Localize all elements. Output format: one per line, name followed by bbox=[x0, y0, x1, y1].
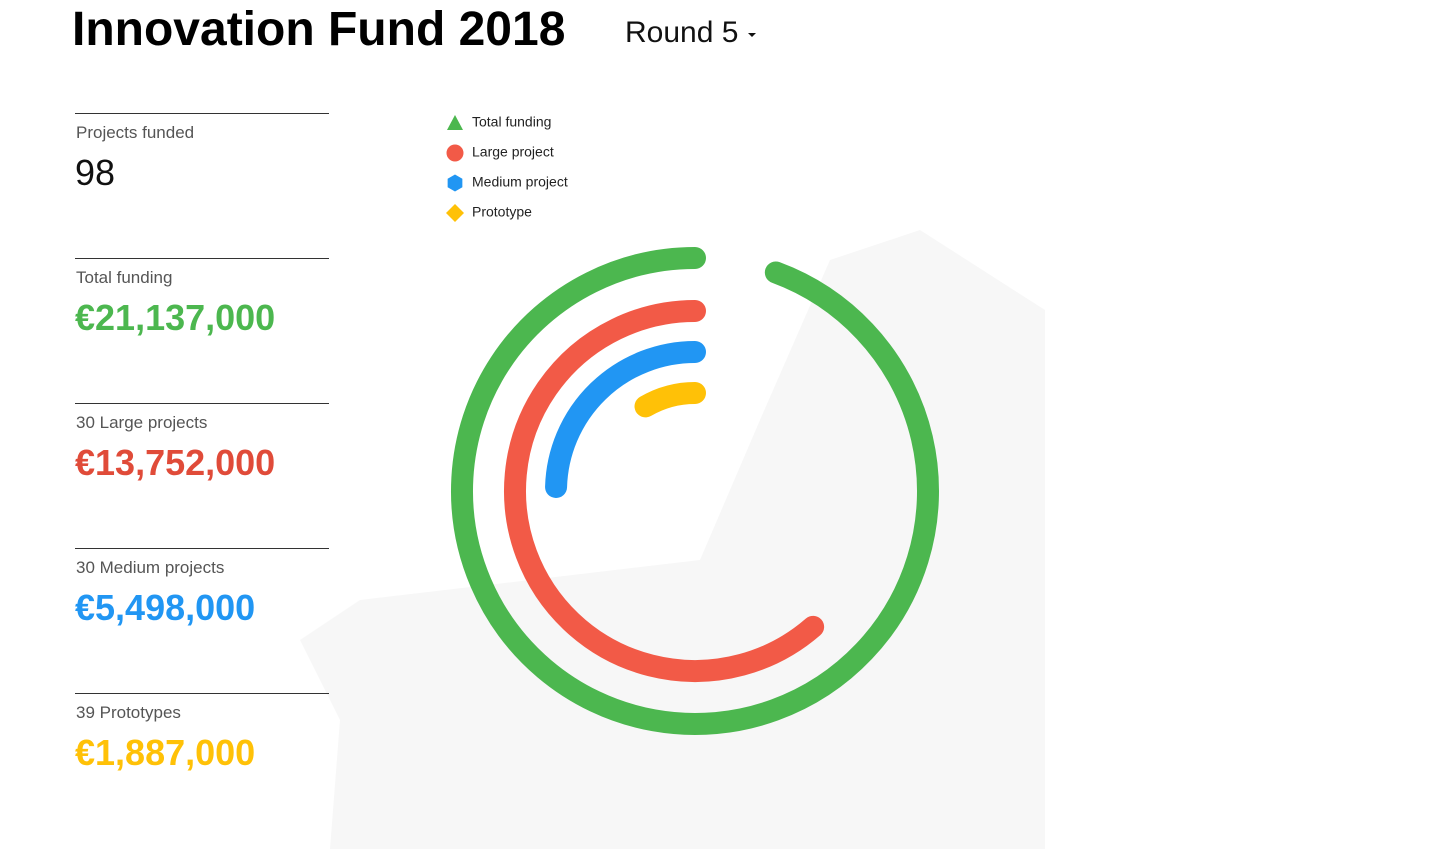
stat-card: 30 Large projects €13,752,000 bbox=[75, 403, 329, 524]
stat-value: €5,498,000 bbox=[75, 587, 256, 628]
legend-marker bbox=[447, 115, 463, 130]
stat-label: 30 Medium projects bbox=[76, 558, 225, 577]
radial-bar bbox=[634, 382, 706, 418]
stat-card: Total funding €21,137,000 bbox=[75, 258, 329, 379]
legend-marker bbox=[446, 204, 464, 222]
stat-value: €21,137,000 bbox=[75, 297, 276, 338]
stat-value: €1,887,000 bbox=[75, 732, 256, 773]
stat-card: Projects funded 98 bbox=[75, 113, 329, 234]
map-background bbox=[300, 230, 1045, 849]
stat-value: 98 bbox=[75, 152, 116, 193]
stat-label: 30 Large projects bbox=[76, 413, 208, 432]
radial-bar bbox=[545, 341, 706, 499]
page-title: Innovation Fund 2018 bbox=[72, 3, 566, 56]
stat-value: €13,752,000 bbox=[75, 442, 276, 483]
stat-card: 30 Medium projects €5,498,000 bbox=[75, 548, 329, 669]
legend-marker bbox=[447, 174, 463, 192]
radial-bar bbox=[451, 247, 939, 735]
stat-label: Total funding bbox=[76, 268, 173, 287]
legend-label: Prototype bbox=[472, 204, 532, 220]
legend-label: Total funding bbox=[472, 114, 551, 130]
stat-label: Projects funded bbox=[76, 123, 195, 142]
dropdown-caret[interactable] bbox=[748, 33, 758, 39]
round-selector[interactable]: Round 5 bbox=[625, 16, 739, 49]
stat-card: 39 Prototypes €1,887,000 bbox=[75, 693, 329, 814]
radial-bar bbox=[504, 300, 825, 682]
legend-marker bbox=[446, 144, 464, 162]
legend-label: Large project bbox=[472, 144, 554, 160]
legend-label: Medium project bbox=[472, 174, 568, 190]
stat-label: 39 Prototypes bbox=[76, 703, 181, 722]
